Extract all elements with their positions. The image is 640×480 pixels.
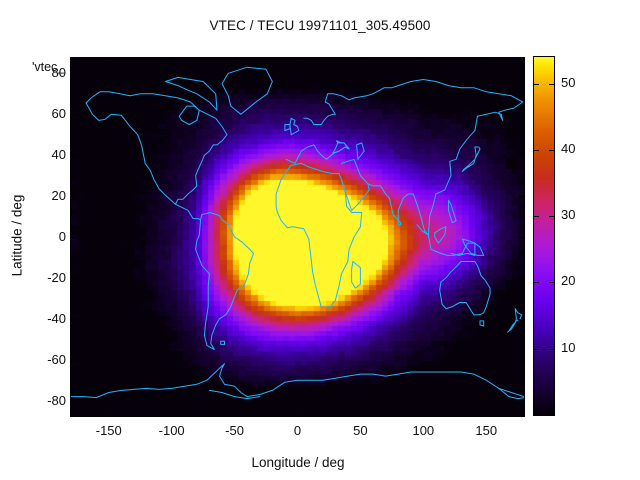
y-axis-tick-mark: [71, 73, 77, 75]
colorbar-tick-mark: [549, 216, 554, 218]
x-axis-title: Longitude / deg: [251, 455, 345, 470]
x-axis-tick-label: -100: [158, 423, 185, 438]
colorbar-tick-label: 10: [561, 339, 576, 355]
x-axis-tick-mark: [234, 410, 236, 416]
y-axis-tick-mark: [518, 196, 524, 198]
page-title: VTEC / TECU 19971101_305.49500: [209, 18, 431, 33]
x-axis-tick-mark: [297, 58, 299, 64]
colorbar-tick-mark: [549, 83, 554, 85]
y-axis-tick-mark: [71, 318, 77, 320]
y-axis-tick-mark: [518, 114, 524, 116]
y-axis-tick-mark: [518, 155, 524, 157]
colorbar[interactable]: [533, 56, 555, 416]
colorbar-tick-mark: [549, 149, 554, 151]
x-axis-tick-mark: [486, 410, 488, 416]
y-axis-tick-mark: [518, 400, 524, 402]
x-axis-tick-label: 50: [353, 423, 368, 438]
colorbar-tick-mark: [534, 282, 539, 284]
y-axis-tick-mark: [518, 277, 524, 279]
y-axis-tick-mark: [71, 196, 77, 198]
y-axis-tick-mark: [71, 400, 77, 402]
x-axis-tick-mark: [108, 58, 110, 64]
colorbar-tick-label: 50: [561, 74, 576, 90]
x-axis-tick-mark: [171, 58, 173, 64]
x-axis-tick-label: 150: [475, 423, 498, 438]
colorbar-tick-label: 30: [561, 207, 576, 223]
y-axis-tick-label: 80: [51, 65, 66, 81]
y-axis-tick-label: 20: [51, 188, 66, 204]
y-axis-tick-mark: [518, 73, 524, 75]
y-axis-tick-label: 60: [51, 106, 66, 122]
y-axis-tick-mark: [518, 359, 524, 361]
colorbar-tick-label: 20: [561, 273, 576, 289]
y-axis-tick-label: -60: [47, 351, 66, 367]
colorbar-tick-label: 40: [561, 140, 576, 156]
y-axis-tick-label: 0: [58, 229, 66, 244]
y-axis-tick-mark: [71, 114, 77, 116]
x-axis-tick-label: -150: [95, 423, 122, 438]
x-axis-tick-mark: [297, 410, 299, 416]
x-axis-tick-mark: [234, 58, 236, 64]
y-axis-tick-mark: [71, 277, 77, 279]
colorbar-tick-mark: [549, 282, 554, 284]
y-axis-tick-mark: [71, 237, 77, 238]
x-axis-tick-mark: [486, 58, 488, 64]
x-axis-tick-mark: [423, 410, 425, 416]
y-axis-tick-mark: [518, 237, 524, 238]
x-axis-tick-mark: [423, 58, 425, 64]
x-axis-tick-mark: [171, 410, 173, 416]
colorbar-tick-mark: [534, 348, 539, 350]
x-axis-tick-label: -50: [225, 423, 244, 438]
y-axis-tick-label: 40: [51, 147, 66, 163]
colorbar-tick-mark: [549, 348, 554, 350]
x-axis-tick-mark: [360, 58, 362, 64]
x-axis-tick-label: 100: [412, 423, 435, 438]
dataset-key-label: 'vtec_: [32, 60, 65, 74]
x-axis-tick-label: 0: [293, 423, 302, 438]
colorbar-tick-mark: [534, 149, 539, 151]
x-axis-tick-mark: [108, 410, 110, 416]
y-axis-tick-mark: [71, 155, 77, 157]
colorbar-gradient: [534, 57, 554, 415]
y-axis-tick-label: -20: [47, 269, 66, 285]
y-axis-tick-label: -40: [47, 310, 66, 326]
colorbar-tick-mark: [534, 83, 539, 85]
y-axis-tick-labels: 80 60 40 20 0 -20 -40 -60 -80: [0, 0, 66, 480]
y-axis-tick-mark: [71, 359, 77, 361]
x-axis-tick-mark: [360, 410, 362, 416]
y-axis-tick-label: -80: [47, 392, 66, 408]
colorbar-tick-mark: [534, 216, 539, 218]
y-axis-tick-mark: [518, 318, 524, 320]
